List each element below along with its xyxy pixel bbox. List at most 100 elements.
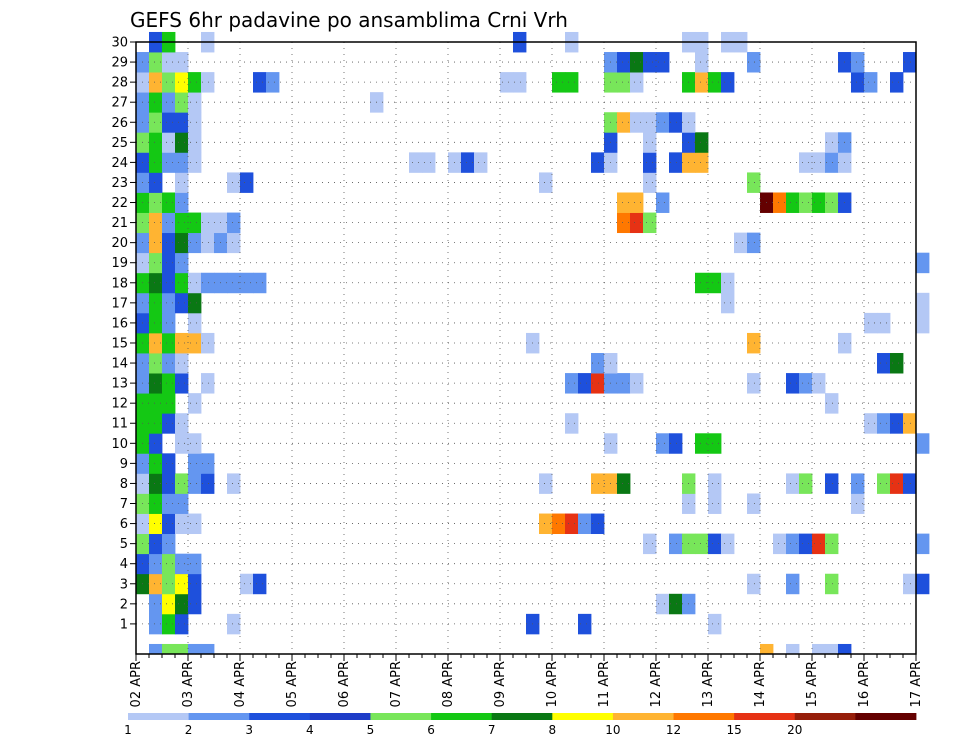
heatmap-cell xyxy=(188,92,202,113)
heatmap-cell xyxy=(149,132,163,153)
heatmap-cell xyxy=(461,152,475,173)
heatmap-cell xyxy=(201,473,215,494)
heatmap-cell xyxy=(188,332,202,354)
heatmap-cell xyxy=(695,433,709,454)
heatmap-cell xyxy=(591,152,605,173)
heatmap-cell xyxy=(149,453,163,474)
y-tick-label: 19 xyxy=(111,256,128,271)
y-tick-label: 26 xyxy=(111,116,128,131)
y-tick-label: 21 xyxy=(111,216,128,231)
y-tick-label: 11 xyxy=(111,417,128,432)
heatmap-cell xyxy=(786,192,800,213)
y-tick-label: 22 xyxy=(111,196,128,211)
heatmap-cell xyxy=(162,513,176,535)
heatmap-cell xyxy=(903,573,917,595)
heatmap-cell xyxy=(591,373,605,394)
heatmap-cell xyxy=(149,192,163,213)
heatmap-cell xyxy=(903,413,917,434)
legend-swatch xyxy=(612,713,674,720)
heatmap-cell xyxy=(201,332,215,354)
legend-swatch xyxy=(552,713,614,720)
legend: 1 2 3 4 5 6 7 8 10 12 15 20 xyxy=(124,713,917,737)
heatmap-cell xyxy=(565,513,579,535)
heatmap-cell xyxy=(669,152,683,173)
heatmap-cell xyxy=(786,473,800,494)
heatmap-cell xyxy=(890,413,904,434)
heatmap-cell xyxy=(201,72,215,93)
heatmap-cell xyxy=(227,272,241,294)
heatmap-cell xyxy=(591,473,605,494)
heatmap-cell xyxy=(565,72,579,93)
y-tick-label: 20 xyxy=(111,236,128,251)
heatmap-cell xyxy=(695,72,709,93)
heatmap-cell xyxy=(877,353,891,374)
heatmap-cell xyxy=(149,52,163,73)
heatmap-cell xyxy=(175,593,189,615)
heatmap-cell xyxy=(695,52,709,73)
heatmap-cell xyxy=(643,533,657,555)
heatmap-cell xyxy=(799,533,813,555)
heatmap-cell xyxy=(708,473,722,494)
heatmap-cell xyxy=(747,172,761,193)
legend-label: 4 xyxy=(306,723,314,737)
heatmap-cell xyxy=(916,252,930,274)
legend-label: 2 xyxy=(185,723,193,737)
heatmap-cell xyxy=(149,593,163,615)
heatmap-cell xyxy=(669,112,683,133)
heatmap-cell xyxy=(851,72,865,93)
heatmap-cell xyxy=(565,373,579,394)
heatmap-cell xyxy=(240,573,254,595)
heatmap-cell xyxy=(188,212,202,234)
heatmap-cell xyxy=(162,312,176,334)
heatmap-cell xyxy=(916,312,930,334)
heatmap-cell xyxy=(162,533,176,555)
heatmap-cell xyxy=(149,513,163,535)
heatmap-cell xyxy=(201,373,215,394)
heatmap-cell xyxy=(253,573,267,595)
heatmap-cell xyxy=(162,232,176,254)
heatmap-cell xyxy=(812,533,826,555)
heatmap-cell xyxy=(825,473,839,494)
heatmap-cell xyxy=(188,573,202,595)
heatmap-cell xyxy=(188,433,202,454)
heatmap-cell xyxy=(708,72,722,93)
heatmap-cell xyxy=(708,493,722,514)
heatmap-cell xyxy=(149,473,163,494)
y-tick-label: 5 xyxy=(120,537,128,552)
heatmap-cell xyxy=(175,613,189,635)
heatmap-cell xyxy=(149,72,163,93)
x-tick-label: 17 APR xyxy=(909,661,924,707)
heatmap-cell xyxy=(812,373,826,394)
heatmap-cell xyxy=(149,172,163,193)
heatmap-cell xyxy=(175,132,189,153)
heatmap-cell xyxy=(591,513,605,535)
heatmap-cell xyxy=(175,212,189,234)
heatmap-cell xyxy=(786,573,800,595)
heatmap-cell xyxy=(825,573,839,595)
heatmap-cell xyxy=(149,112,163,133)
heatmap-cell xyxy=(617,373,631,394)
heatmap-cell xyxy=(721,292,735,314)
heatmap-cell xyxy=(890,473,904,494)
heatmap-cell xyxy=(149,272,163,294)
heatmap-cell xyxy=(747,573,761,595)
legend-swatch xyxy=(673,713,735,720)
heatmap-cell xyxy=(188,272,202,294)
heatmap-cell xyxy=(578,613,592,635)
legend-swatch xyxy=(431,713,493,720)
heatmap-cell xyxy=(162,353,176,374)
x-tick-label: 14 APR xyxy=(753,661,768,707)
y-tick-label: 12 xyxy=(111,397,128,412)
heatmap-cell xyxy=(162,292,176,314)
x-tick-label: 12 APR xyxy=(649,661,664,707)
y-tick-label: 24 xyxy=(111,156,128,171)
y-tick-label: 27 xyxy=(111,96,128,111)
x-tick-label: 09 APR xyxy=(493,661,508,707)
heatmap-cell xyxy=(149,92,163,113)
heatmap-cell xyxy=(695,132,709,153)
heatmap-cell xyxy=(474,152,488,173)
heatmap-cell xyxy=(552,513,566,535)
x-tick-label: 03 APR xyxy=(181,661,196,707)
heatmap-cell xyxy=(877,312,891,334)
heatmap-cell xyxy=(539,172,553,193)
